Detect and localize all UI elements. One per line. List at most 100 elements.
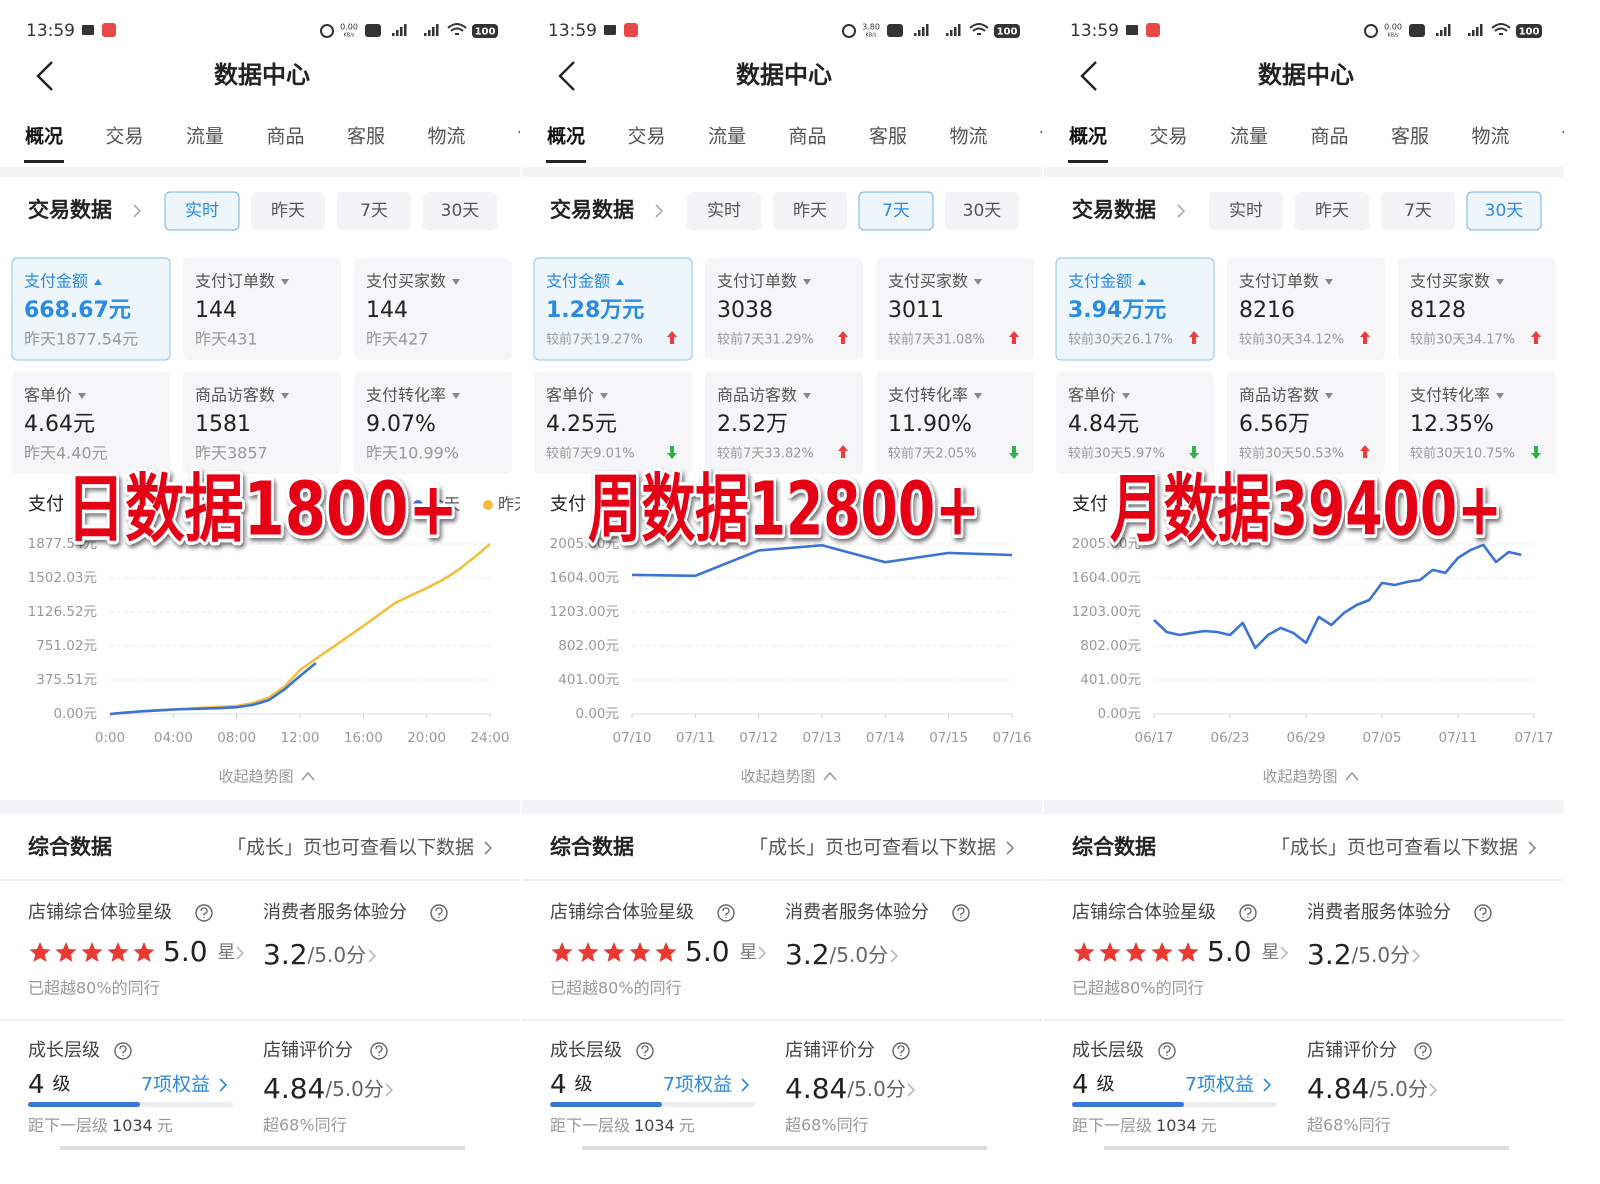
metric-card[interactable] <box>1056 372 1214 474</box>
back-button[interactable] <box>1080 61 1097 91</box>
range-button[interactable] <box>1466 191 1542 231</box>
tab[interactable]: 流量 <box>1230 126 1268 148</box>
range-label[interactable]: 30天 <box>1485 201 1524 221</box>
summary-link[interactable]: 「成长」页也可查看以下数据 <box>1271 837 1518 859</box>
range-button[interactable] <box>1381 192 1455 230</box>
range-label[interactable]: 昨天 <box>793 201 827 221</box>
metric-card[interactable] <box>12 372 170 474</box>
help-icon[interactable] <box>892 1042 910 1060</box>
help-icon-glyph <box>722 907 730 918</box>
tab[interactable]: 概况 <box>1069 126 1107 148</box>
range-button[interactable] <box>251 192 325 230</box>
range-button[interactable] <box>164 191 240 231</box>
collapse-chart[interactable]: 收起趋势图 <box>740 768 815 786</box>
range-label[interactable]: 30天 <box>963 201 1002 221</box>
range-button[interactable] <box>858 191 934 231</box>
metric-card[interactable] <box>183 258 341 360</box>
tab[interactable]: 交易 <box>627 126 665 148</box>
help-icon[interactable] <box>1239 904 1257 922</box>
help-icon[interactable] <box>1158 1042 1176 1060</box>
growth-benefit[interactable]: 7项权益 <box>1185 1074 1254 1096</box>
tab[interactable]: 客服 <box>347 126 385 148</box>
tab[interactable]: 交易 <box>105 126 143 148</box>
collapse-chart[interactable]: 收起趋势图 <box>1262 768 1337 786</box>
help-icon-glyph <box>435 907 443 918</box>
help-icon[interactable] <box>370 1042 388 1060</box>
range-label[interactable]: 昨天 <box>1315 201 1349 221</box>
metric-value: 8128 <box>1410 298 1466 323</box>
signal-bar <box>400 27 403 36</box>
range-button[interactable] <box>687 192 761 230</box>
tab[interactable]: 概况 <box>547 126 585 148</box>
range-label[interactable]: 实时 <box>1229 201 1263 221</box>
tab[interactable]: 交易 <box>1149 126 1187 148</box>
metric-card[interactable] <box>354 372 512 474</box>
help-icon[interactable] <box>1474 904 1492 922</box>
help-icon[interactable] <box>952 904 970 922</box>
metric-card[interactable] <box>876 372 1034 474</box>
back-button[interactable] <box>558 61 575 91</box>
tab[interactable]: 商品 <box>788 126 826 148</box>
metric-card[interactable] <box>183 372 341 474</box>
range-label[interactable]: 昨天 <box>271 201 305 221</box>
tab[interactable]: 售 <box>1039 126 1058 148</box>
range-label[interactable]: 30天 <box>441 201 480 221</box>
summary-link[interactable]: 「成长」页也可查看以下数据 <box>749 837 996 859</box>
help-icon[interactable] <box>636 1042 654 1060</box>
star <box>29 942 51 962</box>
tab[interactable]: 物流 <box>1471 126 1509 148</box>
tab[interactable]: 客服 <box>1391 126 1429 148</box>
metric-card[interactable] <box>705 258 863 360</box>
range-label[interactable]: 实时 <box>707 201 741 221</box>
help-icon[interactable] <box>430 904 448 922</box>
tab[interactable]: 物流 <box>427 126 465 148</box>
score-value: 5.0 <box>163 935 208 968</box>
tab[interactable]: 售 <box>517 126 536 148</box>
help-icon[interactable] <box>195 904 213 922</box>
metric-card[interactable] <box>533 257 693 361</box>
metric-card[interactable] <box>1055 257 1215 361</box>
collapse-chart[interactable]: 收起趋势图 <box>218 768 293 786</box>
growth-benefit[interactable]: 7项权益 <box>141 1074 210 1096</box>
metric-card[interactable] <box>1398 258 1556 360</box>
range-button[interactable] <box>773 192 847 230</box>
metric-card[interactable] <box>876 258 1034 360</box>
range-label[interactable]: 7天 <box>1404 201 1432 221</box>
range-button[interactable] <box>423 192 497 230</box>
help-icon[interactable] <box>1414 1042 1432 1060</box>
tab[interactable]: 商品 <box>1310 126 1348 148</box>
section-title[interactable]: 交易数据 <box>28 198 112 222</box>
range-button[interactable] <box>337 192 411 230</box>
range-label[interactable]: 7天 <box>882 201 910 221</box>
signal-bar <box>918 30 921 36</box>
signal-bar <box>922 27 925 36</box>
tab[interactable]: 流量 <box>186 126 224 148</box>
section-title[interactable]: 交易数据 <box>550 198 634 222</box>
range-label[interactable]: 7天 <box>360 201 388 221</box>
tab[interactable]: 物流 <box>949 126 987 148</box>
metric-card[interactable] <box>1398 372 1556 474</box>
help-icon[interactable] <box>114 1042 132 1060</box>
tab[interactable]: 售 <box>1561 126 1580 148</box>
tab[interactable]: 商品 <box>266 126 304 148</box>
range-button[interactable] <box>1295 192 1369 230</box>
back-button[interactable] <box>36 61 53 91</box>
metric-card[interactable] <box>1227 372 1385 474</box>
metric-card[interactable] <box>534 372 692 474</box>
range-button[interactable] <box>945 192 1019 230</box>
tab[interactable]: 概况 <box>25 126 63 148</box>
metric-card[interactable] <box>705 372 863 474</box>
metric-card[interactable] <box>354 258 512 360</box>
help-icon[interactable] <box>717 904 735 922</box>
range-label[interactable]: 实时 <box>185 201 219 221</box>
tab[interactable]: 客服 <box>869 126 907 148</box>
metric-card[interactable] <box>11 257 171 361</box>
metric-card[interactable] <box>1227 258 1385 360</box>
summary-link[interactable]: 「成长」页也可查看以下数据 <box>227 837 474 859</box>
growth-benefit[interactable]: 7项权益 <box>663 1074 732 1096</box>
range-button[interactable] <box>1209 192 1283 230</box>
tab[interactable]: 流量 <box>708 126 746 148</box>
section-title[interactable]: 交易数据 <box>1072 198 1156 222</box>
